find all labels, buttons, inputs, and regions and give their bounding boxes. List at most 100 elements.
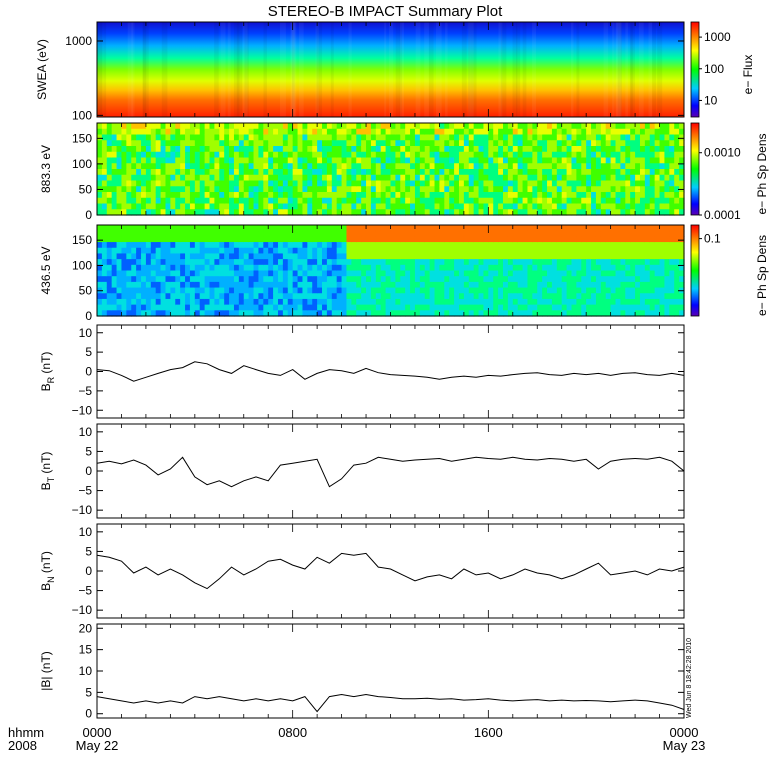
spectrogram-cell — [659, 151, 666, 159]
spectrogram-cell — [277, 298, 284, 306]
spectrogram-cell — [194, 209, 201, 216]
spectrogram-cell — [429, 304, 436, 311]
spectrogram-cell — [644, 276, 651, 283]
spectrogram-cell — [273, 140, 279, 147]
spectrogram-cell — [581, 163, 587, 170]
spectrogram-cell — [488, 186, 494, 193]
spectrogram-cell — [503, 169, 509, 176]
spectrogram-cell — [346, 287, 352, 294]
spectrogram-cell — [463, 247, 470, 255]
spectrogram-cell — [664, 123, 670, 130]
spectrogram-cell — [375, 174, 382, 182]
spectrogram-cell — [248, 236, 255, 243]
spectrogram-cell — [180, 140, 186, 147]
spectrogram-cell — [620, 253, 626, 260]
spectrogram-cell — [395, 310, 401, 317]
spectrogram-cell — [581, 264, 587, 272]
spectrogram-cell — [654, 264, 661, 272]
spectrogram-cell — [679, 236, 685, 243]
spectrogram-streak — [522, 22, 527, 117]
spectrogram-cell — [610, 247, 617, 255]
spectrogram-cell — [366, 259, 372, 266]
spectrogram-cell — [243, 287, 250, 294]
spectrogram-cell — [224, 281, 230, 289]
spectrogram-cell — [243, 209, 250, 216]
spectrogram-cell — [322, 247, 328, 255]
spectrogram-cell — [669, 270, 675, 277]
colorbar-tick-label: 0.1 — [704, 232, 721, 246]
spectrogram-cell — [493, 151, 499, 159]
spectrogram-cell — [385, 310, 392, 317]
spectrogram-streak — [220, 22, 226, 117]
spectrogram-cell — [361, 253, 367, 260]
spectrogram-cell — [341, 163, 348, 170]
spectrogram-cell — [292, 140, 299, 147]
spectrogram-cell — [341, 230, 348, 237]
spectrogram-cell — [258, 174, 264, 182]
spectrogram-cell — [522, 276, 529, 283]
spectrogram-cell — [542, 157, 548, 164]
spectrogram-cell — [556, 276, 563, 283]
spectrogram-cell — [400, 293, 406, 300]
spectrogram-cell — [551, 259, 558, 266]
spectrogram-cell — [605, 247, 612, 255]
spectrogram-cell — [664, 209, 670, 216]
spectrogram-cell — [326, 123, 333, 130]
spectrogram-cell — [561, 298, 568, 306]
spectrogram-cell — [248, 242, 255, 249]
spectrogram-streak — [468, 22, 474, 117]
spectrogram-cell — [561, 247, 568, 255]
spectrogram-cell — [243, 192, 250, 199]
spectrogram-cell — [576, 209, 582, 216]
spectrogram-cell — [292, 247, 299, 255]
spectrogram-streak — [616, 22, 622, 117]
spectrogram-cell — [473, 276, 480, 283]
spectrogram-cell — [512, 287, 519, 294]
spectrogram-cell — [136, 276, 142, 283]
spectrogram-cell — [424, 128, 431, 136]
spectrogram-cell — [468, 298, 475, 306]
spectrogram-cell — [165, 281, 171, 289]
spectrogram-cell — [307, 186, 313, 193]
spectrogram-cell — [361, 123, 367, 130]
spectrogram-cell — [503, 134, 509, 141]
spectrogram-cell — [253, 146, 260, 153]
spectrogram-cell — [410, 225, 416, 232]
spectrogram-cell — [424, 236, 431, 243]
spectrogram-cell — [277, 209, 284, 216]
spectrogram-cell — [336, 236, 343, 243]
spectrogram-cell — [341, 209, 348, 216]
spectrogram-cell — [282, 247, 289, 255]
spectrogram-cell — [150, 134, 157, 141]
spectrogram-cell — [591, 259, 597, 266]
spectrogram-cell — [180, 174, 186, 182]
spectrogram-cell — [317, 197, 323, 205]
spectrogram-cell — [649, 264, 656, 272]
spectrogram-cell — [458, 225, 465, 232]
spectrogram-cell — [400, 146, 406, 153]
spectrogram-cell — [625, 128, 631, 136]
spectrogram-cell — [170, 264, 176, 272]
spectrogram-cell — [229, 253, 235, 260]
spectrogram-cell — [498, 146, 504, 153]
spectrogram-cell — [346, 310, 352, 317]
spectrogram-cell — [322, 253, 328, 260]
spectrogram-cell — [97, 253, 103, 260]
spectrogram-cell — [449, 264, 455, 272]
spectrogram-cell — [287, 247, 294, 255]
spectrogram-cell — [322, 304, 328, 311]
spectrogram-cell — [116, 247, 123, 255]
spectrogram-cell — [625, 151, 631, 159]
spectrogram-cell — [503, 230, 509, 237]
y-tick-label: 15 — [79, 643, 93, 657]
spectrogram-cell — [126, 270, 132, 277]
spectrogram-cell — [268, 264, 274, 272]
spectrogram-cell — [185, 134, 191, 141]
spectrogram-cell — [317, 253, 323, 260]
spectrogram-cell — [97, 310, 103, 317]
spectrogram-cell — [248, 264, 255, 272]
spectrogram-cell — [600, 180, 607, 187]
spectrogram-cell — [189, 264, 196, 272]
spectrogram-cell — [336, 186, 343, 193]
